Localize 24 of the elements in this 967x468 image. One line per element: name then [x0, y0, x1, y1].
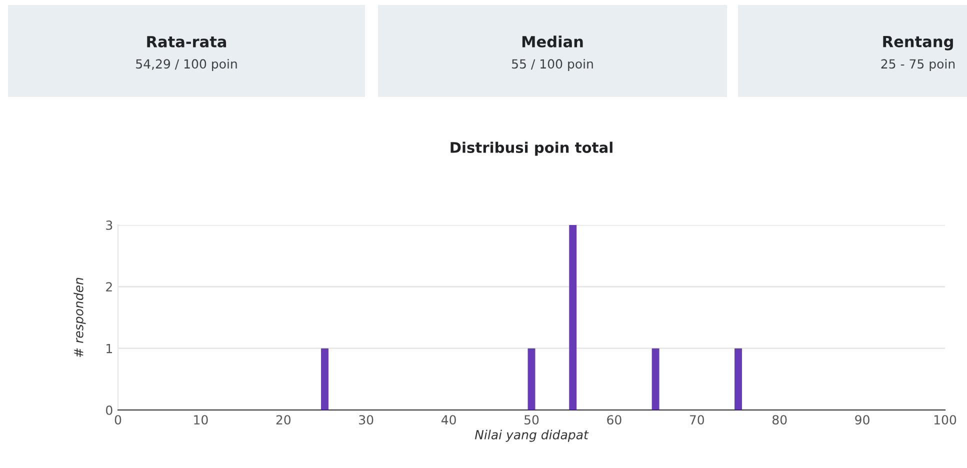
text: 55 / 100 poin [512, 58, 593, 72]
y-tick-label: 3 [106, 220, 112, 230]
y-tick-label: 0 [106, 405, 112, 415]
text: 54,29 / 100 poin [136, 58, 237, 72]
y-axis-title: # responden [74, 278, 86, 358]
text: Rentang [883, 36, 953, 50]
text: Median [522, 36, 583, 48]
text: 25 - 75 poin [881, 58, 955, 72]
text: Rata-rata [147, 36, 226, 48]
x-tick-label: 20 [276, 415, 291, 425]
y-tick-label: 2 [106, 282, 112, 292]
x-tick-label: 80 [772, 415, 787, 425]
x-tick-label: 60 [607, 415, 622, 425]
chart-title: Distribusi poin total [450, 142, 612, 156]
x-tick-label: 100 [934, 415, 956, 425]
x-tick-label: 10 [194, 415, 208, 425]
x-tick-label: 0 [114, 415, 122, 425]
x-tick-label: 40 [441, 415, 456, 425]
x-tick-label: 30 [359, 415, 374, 425]
x-tick-label: 90 [855, 415, 870, 425]
x-axis-title: Nilai yang didapat [474, 430, 589, 442]
x-tick-label: 70 [690, 415, 704, 425]
y-tick-label: 1 [106, 344, 112, 354]
x-tick-label: 50 [524, 415, 539, 425]
